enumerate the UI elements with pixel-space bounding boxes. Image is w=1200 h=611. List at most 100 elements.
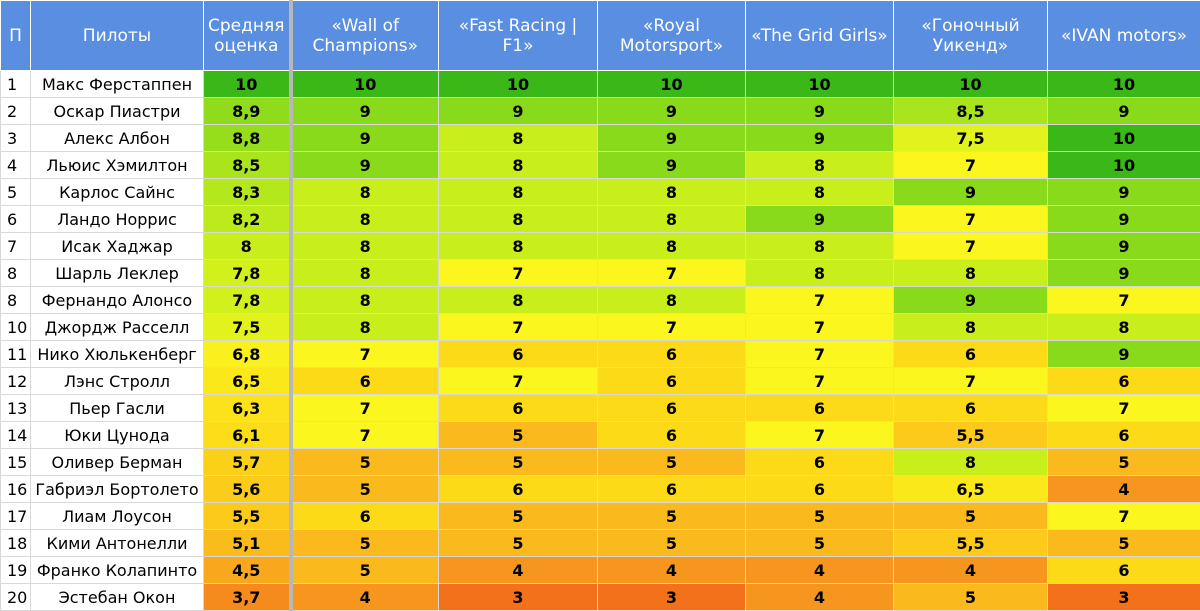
outlet-score-cell[interactable]: 6	[598, 422, 746, 449]
outlet-score-cell[interactable]: 8	[598, 233, 746, 260]
driver-name-cell[interactable]: Исак Хаджар	[31, 233, 204, 260]
driver-name-cell[interactable]: Карлос Сайнс	[31, 179, 204, 206]
average-score-cell[interactable]: 5,5	[204, 503, 291, 530]
outlet-score-cell[interactable]: 9	[894, 179, 1048, 206]
driver-name-cell[interactable]: Франко Колапинто	[31, 557, 204, 584]
outlet-score-cell[interactable]: 8	[439, 179, 598, 206]
outlet-score-cell[interactable]: 10	[1048, 125, 1200, 152]
average-score-cell[interactable]: 8,3	[204, 179, 291, 206]
outlet-score-cell[interactable]: 5,5	[894, 530, 1048, 557]
driver-name-cell[interactable]: Макс Ферстаппен	[31, 71, 204, 98]
outlet-score-cell[interactable]: 7	[894, 233, 1048, 260]
outlet-score-cell[interactable]: 7	[439, 314, 598, 341]
outlet-score-cell[interactable]: 7	[291, 395, 439, 422]
outlet-score-cell[interactable]: 3	[439, 584, 598, 611]
position-cell[interactable]: 13	[1, 395, 31, 422]
outlet-score-cell[interactable]: 8,5	[894, 98, 1048, 125]
outlet-score-cell[interactable]: 7	[746, 314, 894, 341]
driver-name-cell[interactable]: Оливер Берман	[31, 449, 204, 476]
outlet-score-cell[interactable]: 9	[1048, 260, 1200, 287]
driver-name-cell[interactable]: Габриэл Бортолето	[31, 476, 204, 503]
outlet-score-cell[interactable]: 5	[894, 503, 1048, 530]
outlet-score-cell[interactable]: 7	[1048, 503, 1200, 530]
position-cell[interactable]: 2	[1, 98, 31, 125]
driver-name-cell[interactable]: Лиам Лоусон	[31, 503, 204, 530]
position-cell[interactable]: 20	[1, 584, 31, 611]
position-cell[interactable]: 3	[1, 125, 31, 152]
outlet-score-cell[interactable]: 5	[1048, 530, 1200, 557]
outlet-score-cell[interactable]: 9	[1048, 206, 1200, 233]
driver-name-cell[interactable]: Оскар Пиастри	[31, 98, 204, 125]
outlet-score-cell[interactable]: 8	[598, 179, 746, 206]
header-outlet[interactable]: «Wall of Champions»	[291, 1, 439, 71]
average-score-cell[interactable]: 7,8	[204, 287, 291, 314]
outlet-score-cell[interactable]: 9	[746, 125, 894, 152]
position-cell[interactable]: 8	[1, 260, 31, 287]
outlet-score-cell[interactable]: 4	[1048, 476, 1200, 503]
outlet-score-cell[interactable]: 9	[291, 125, 439, 152]
driver-name-cell[interactable]: Юки Цунода	[31, 422, 204, 449]
outlet-score-cell[interactable]: 4	[439, 557, 598, 584]
outlet-score-cell[interactable]: 5	[291, 530, 439, 557]
average-score-cell[interactable]: 8,2	[204, 206, 291, 233]
average-score-cell[interactable]: 8,5	[204, 152, 291, 179]
driver-name-cell[interactable]: Льюис Хэмилтон	[31, 152, 204, 179]
outlet-score-cell[interactable]: 4	[291, 584, 439, 611]
average-score-cell[interactable]: 7,8	[204, 260, 291, 287]
average-score-cell[interactable]: 4,5	[204, 557, 291, 584]
outlet-score-cell[interactable]: 5	[894, 584, 1048, 611]
position-cell[interactable]: 11	[1, 341, 31, 368]
outlet-score-cell[interactable]: 6	[439, 341, 598, 368]
header-drivers[interactable]: Пилоты	[31, 1, 204, 71]
driver-name-cell[interactable]: Пьер Гасли	[31, 395, 204, 422]
outlet-score-cell[interactable]: 6	[598, 395, 746, 422]
average-score-cell[interactable]: 6,5	[204, 368, 291, 395]
outlet-score-cell[interactable]: 9	[598, 125, 746, 152]
outlet-score-cell[interactable]: 10	[894, 71, 1048, 98]
position-cell[interactable]: 16	[1, 476, 31, 503]
position-cell[interactable]: 8	[1, 287, 31, 314]
driver-name-cell[interactable]: Нико Хюлькенберг	[31, 341, 204, 368]
outlet-score-cell[interactable]: 4	[746, 557, 894, 584]
header-outlet[interactable]: «The Grid Girls»	[746, 1, 894, 71]
outlet-score-cell[interactable]: 8	[439, 125, 598, 152]
outlet-score-cell[interactable]: 8	[894, 260, 1048, 287]
outlet-score-cell[interactable]: 8	[746, 260, 894, 287]
outlet-score-cell[interactable]: 9	[291, 98, 439, 125]
outlet-score-cell[interactable]: 5	[746, 503, 894, 530]
outlet-score-cell[interactable]: 6	[598, 341, 746, 368]
outlet-score-cell[interactable]: 5	[439, 449, 598, 476]
outlet-score-cell[interactable]: 9	[1048, 233, 1200, 260]
outlet-score-cell[interactable]: 7	[746, 341, 894, 368]
outlet-score-cell[interactable]: 9	[894, 287, 1048, 314]
outlet-score-cell[interactable]: 6	[746, 476, 894, 503]
outlet-score-cell[interactable]: 6	[894, 395, 1048, 422]
driver-name-cell[interactable]: Фернандо Алонсо	[31, 287, 204, 314]
average-score-cell[interactable]: 5,1	[204, 530, 291, 557]
position-cell[interactable]: 4	[1, 152, 31, 179]
outlet-score-cell[interactable]: 8	[291, 206, 439, 233]
outlet-score-cell[interactable]: 6	[598, 476, 746, 503]
outlet-score-cell[interactable]: 9	[746, 206, 894, 233]
outlet-score-cell[interactable]: 4	[598, 557, 746, 584]
average-score-cell[interactable]: 8	[204, 233, 291, 260]
outlet-score-cell[interactable]: 8	[598, 206, 746, 233]
header-outlet[interactable]: «IVAN motors»	[1048, 1, 1200, 71]
outlet-score-cell[interactable]: 7	[291, 422, 439, 449]
outlet-score-cell[interactable]: 7	[1048, 395, 1200, 422]
average-score-cell[interactable]: 6,8	[204, 341, 291, 368]
outlet-score-cell[interactable]: 8	[291, 260, 439, 287]
average-score-cell[interactable]: 5,7	[204, 449, 291, 476]
outlet-score-cell[interactable]: 5	[439, 422, 598, 449]
outlet-score-cell[interactable]: 8	[598, 287, 746, 314]
outlet-score-cell[interactable]: 8	[291, 287, 439, 314]
outlet-score-cell[interactable]: 5	[598, 449, 746, 476]
outlet-score-cell[interactable]: 8	[291, 233, 439, 260]
outlet-score-cell[interactable]: 9	[291, 152, 439, 179]
outlet-score-cell[interactable]: 6	[1048, 368, 1200, 395]
outlet-score-cell[interactable]: 10	[746, 71, 894, 98]
outlet-score-cell[interactable]: 7	[746, 368, 894, 395]
outlet-score-cell[interactable]: 8	[894, 314, 1048, 341]
header-outlet[interactable]: «Fast Racing | F1»	[439, 1, 598, 71]
outlet-score-cell[interactable]: 3	[1048, 584, 1200, 611]
